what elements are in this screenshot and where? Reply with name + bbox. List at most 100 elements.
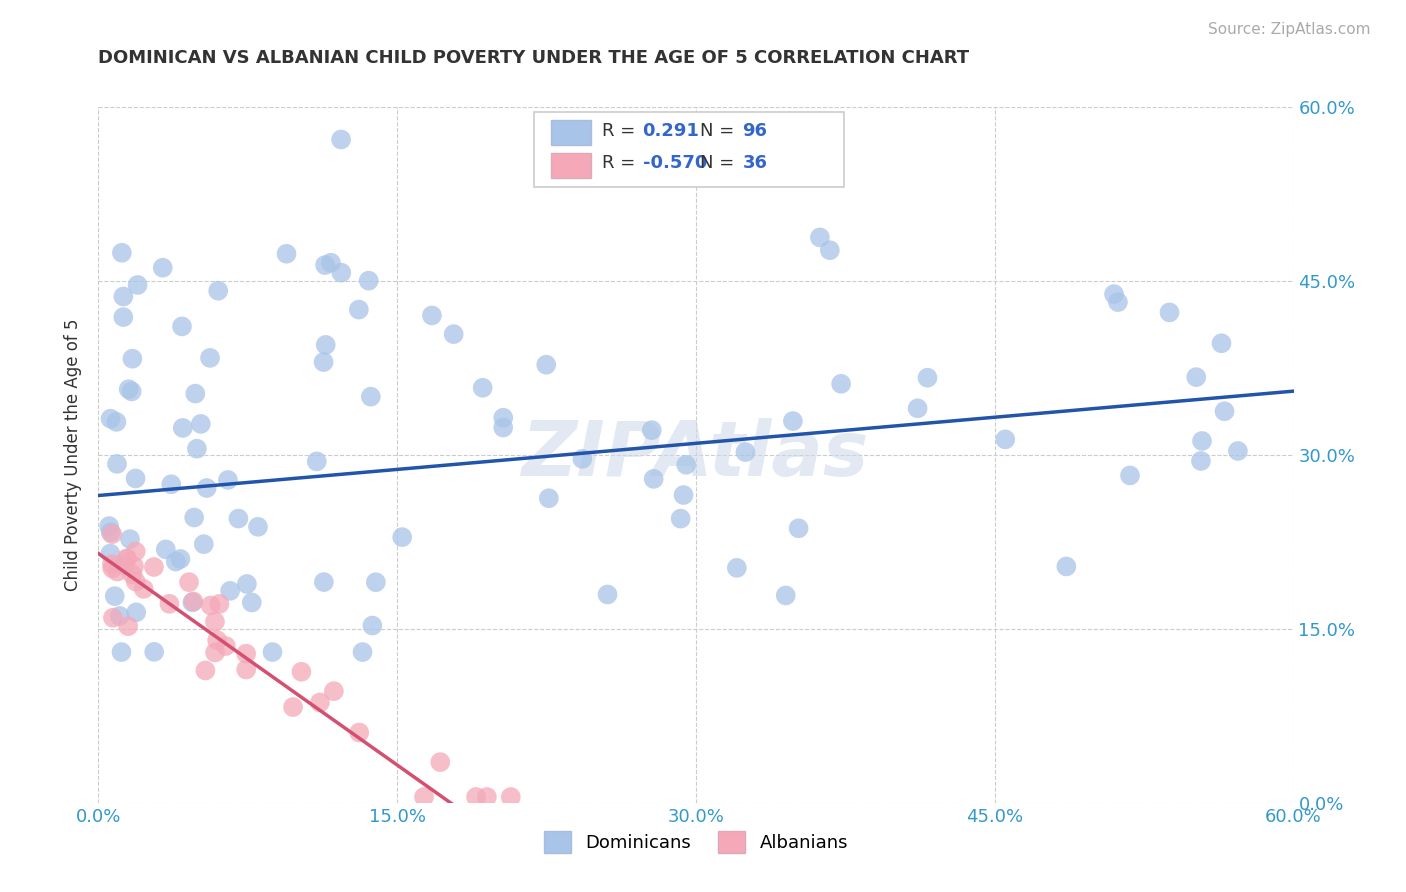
Point <box>194 664 217 678</box>
Point <box>290 665 312 679</box>
Point <box>204 615 226 629</box>
Point <box>319 256 342 270</box>
Point <box>1213 404 1236 418</box>
Point <box>121 351 143 366</box>
Point <box>143 645 166 659</box>
Point <box>330 266 353 280</box>
Point <box>281 700 304 714</box>
Point <box>787 521 810 535</box>
Point <box>347 302 370 317</box>
Point <box>169 552 191 566</box>
Point <box>111 245 134 260</box>
Point <box>246 520 269 534</box>
Point <box>183 594 205 608</box>
Point <box>305 454 328 468</box>
Point <box>155 542 177 557</box>
Text: -0.570: -0.570 <box>643 154 707 172</box>
Point <box>104 589 127 603</box>
Point <box>357 274 380 288</box>
Point <box>1102 287 1125 301</box>
Point <box>165 555 187 569</box>
Point <box>240 595 263 609</box>
Point <box>108 609 131 624</box>
Point <box>1189 454 1212 468</box>
Point <box>917 370 939 384</box>
Point <box>830 376 852 391</box>
Point <box>170 319 193 334</box>
Point <box>235 647 257 661</box>
Point <box>152 260 174 275</box>
Point <box>312 575 335 590</box>
Point <box>132 582 155 596</box>
Point <box>105 457 128 471</box>
Point <box>125 544 148 558</box>
Point <box>443 327 465 342</box>
Point <box>1054 559 1077 574</box>
Point <box>177 575 200 590</box>
Point <box>347 725 370 739</box>
Point <box>475 790 498 805</box>
Text: R =: R = <box>602 122 641 140</box>
Point <box>322 684 344 698</box>
Point <box>101 558 124 572</box>
Point <box>492 410 515 425</box>
Point <box>364 575 387 590</box>
Point <box>1211 336 1233 351</box>
Point <box>1191 434 1213 448</box>
Text: 0.291: 0.291 <box>643 122 699 140</box>
Point <box>160 477 183 491</box>
Point <box>734 445 756 459</box>
Point <box>534 358 557 372</box>
Point <box>114 558 136 573</box>
Point <box>159 597 181 611</box>
Point <box>204 645 226 659</box>
Text: Source: ZipAtlas.com: Source: ZipAtlas.com <box>1208 22 1371 37</box>
Point <box>312 355 335 369</box>
Y-axis label: Child Poverty Under the Age of 5: Child Poverty Under the Age of 5 <box>65 318 83 591</box>
Point <box>571 451 593 466</box>
Point <box>643 472 665 486</box>
Point <box>236 577 259 591</box>
Point <box>641 423 664 437</box>
Text: R =: R = <box>602 154 641 172</box>
Point <box>309 696 332 710</box>
Point <box>725 561 748 575</box>
Point <box>200 599 222 613</box>
Point <box>360 390 382 404</box>
Point <box>115 551 138 566</box>
Point <box>465 790 488 805</box>
Point <box>172 421 194 435</box>
Point <box>262 645 284 659</box>
Point <box>782 414 804 428</box>
Text: 36: 36 <box>742 154 768 172</box>
Point <box>208 597 231 611</box>
Point <box>118 382 141 396</box>
Point <box>537 491 560 506</box>
Point <box>228 511 250 525</box>
Point <box>907 401 929 416</box>
Point <box>190 417 212 431</box>
Point <box>181 595 204 609</box>
Point <box>127 277 149 292</box>
Point <box>499 790 522 805</box>
Point <box>183 510 205 524</box>
Point <box>215 639 238 653</box>
Point <box>195 481 218 495</box>
Text: ZIPAtlas: ZIPAtlas <box>522 418 870 491</box>
Point <box>193 537 215 551</box>
Point <box>314 258 336 272</box>
Point <box>672 488 695 502</box>
Text: 96: 96 <box>742 122 768 140</box>
Point <box>184 386 207 401</box>
Point <box>101 611 124 625</box>
Point <box>235 663 257 677</box>
Point <box>471 381 494 395</box>
Legend: Dominicans, Albanians: Dominicans, Albanians <box>537 823 855 860</box>
Point <box>818 244 841 258</box>
Point <box>117 619 139 633</box>
Point <box>429 755 451 769</box>
Point <box>118 532 141 546</box>
Point <box>352 645 374 659</box>
Point <box>122 559 145 574</box>
Point <box>1159 305 1181 319</box>
